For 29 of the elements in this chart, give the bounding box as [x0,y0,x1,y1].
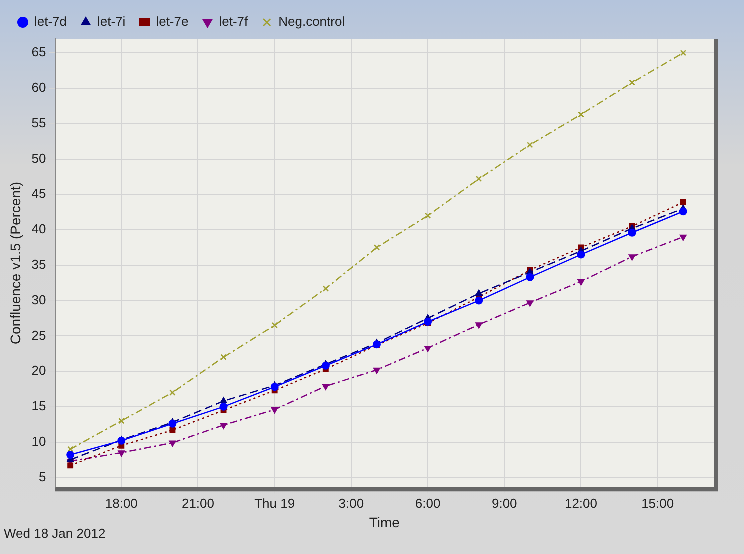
legend-label: let-7e [156,14,189,30]
x-tick-label: 12:00 [564,496,598,511]
y-tick-label: 30 [32,292,46,308]
x-tick-label: 21:00 [182,496,215,511]
x-axis-title: Time [369,514,400,530]
x-tick-label: 18:00 [105,496,138,511]
y-tick-label: 65 [32,44,46,60]
legend-label: let-7i [98,14,126,30]
y-tick-label: 20 [32,363,46,378]
legend-label: Neg.control [278,14,346,30]
y-tick-label: 45 [32,186,46,202]
y-tick-label: 10 [32,434,46,449]
y-tick-label: 55 [32,115,46,130]
y-tick-label: 25 [32,328,46,343]
text: Wed 18 Jan 2012 [4,526,106,541]
x-tick-label: Thu 19 [254,496,296,511]
legend-label: let-7f [219,14,249,30]
x-tick-label: 6:00 [415,496,441,511]
x-tick-label: 9:00 [492,496,518,511]
y-tick-label: 40 [32,222,46,237]
y-tick-label: 50 [32,150,46,166]
y-tick-label: 15 [32,398,46,414]
y-tick-label: 60 [32,80,46,96]
x-tick-label: 15:00 [642,496,674,511]
legend-label: let-7d [34,14,68,30]
y-axis-title: Confluence v1.5 (Percent) [7,182,24,345]
y-tick-label: 5 [39,469,46,484]
y-tick-label: 35 [32,257,46,272]
x-tick-label: 3:00 [338,496,364,511]
